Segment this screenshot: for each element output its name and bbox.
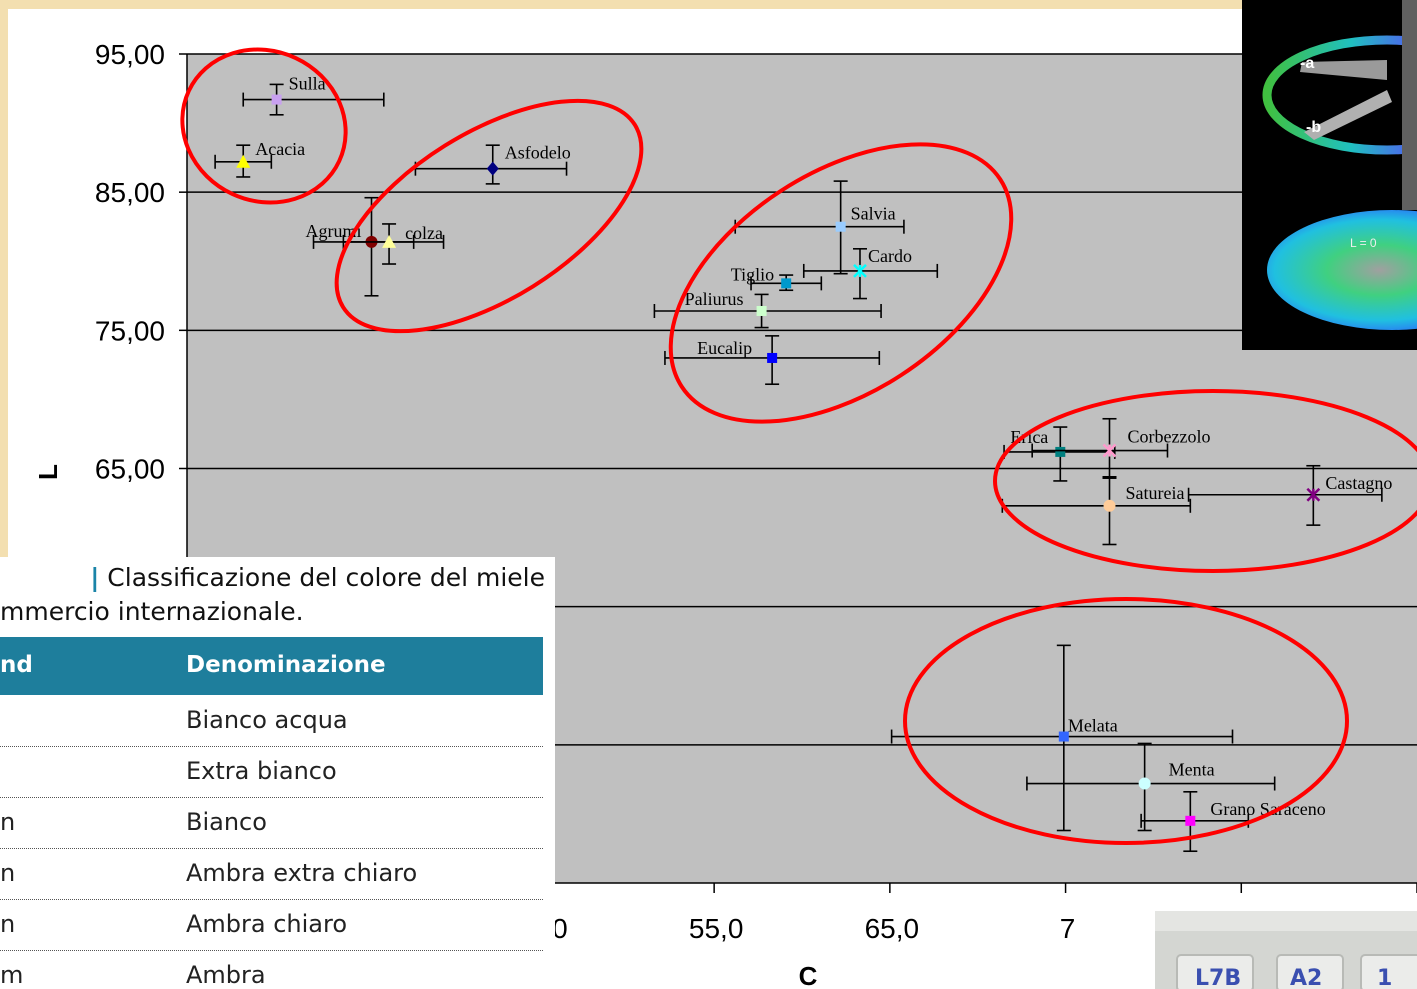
- data-point-paliurus: Paliurus: [653, 289, 882, 329]
- data-point-corbezzolo: Corbezzolo: [1031, 417, 1211, 479]
- point-label: Erica: [1010, 427, 1048, 447]
- point-label: Menta: [1169, 760, 1215, 780]
- axis-label-b: -b: [1306, 119, 1321, 136]
- point-label: Grano Saraceno: [1210, 799, 1325, 819]
- y-axis-label: L: [33, 464, 63, 480]
- point-label: Corbezzolo: [1128, 427, 1211, 447]
- y-tick-label: 75,00: [95, 315, 165, 346]
- data-point-sulla: Sulla: [242, 74, 385, 116]
- data-point-salvia: Salvia: [734, 180, 905, 275]
- table-cell: Bianco acqua: [186, 706, 348, 734]
- color-classification-table: | Classificazione del colore del miele m…: [0, 557, 555, 989]
- data-point-menta: Menta: [1026, 742, 1276, 832]
- lab-color-space-image: -a -b L = 0: [1242, 0, 1417, 350]
- table-cell: m: [0, 961, 24, 989]
- table-title: | Classificazione del colore del miele m…: [0, 561, 545, 629]
- marker: [767, 352, 778, 363]
- marker: [486, 161, 499, 176]
- cluster-ellipse: [903, 597, 1349, 845]
- marker: [1185, 815, 1196, 826]
- table-row: Extra bianco: [0, 746, 543, 798]
- table-cell: Ambra extra chiaro: [186, 859, 418, 887]
- point-label: Agrumi: [306, 221, 362, 241]
- cluster-ellipses: [180, 47, 1417, 845]
- point-label: Tiglio: [731, 264, 774, 284]
- table-cell: n: [0, 910, 16, 938]
- point-label: Acacia: [255, 139, 305, 159]
- data-point-satureia: Satureia: [1001, 475, 1192, 546]
- jar-label: A2: [1290, 966, 1322, 989]
- table-cell: Extra bianco: [186, 757, 337, 785]
- table-cell: n: [0, 808, 16, 836]
- axis-label-a: -a: [1300, 55, 1314, 72]
- table-title-line1: Classificazione del colore del miele: [107, 563, 545, 592]
- marker: [382, 234, 397, 248]
- data-points: Sulla Acacia Asfodelo Agrumi colza Salvia Card…: [214, 74, 1392, 853]
- table-row: n Ambra extra chiaro: [0, 848, 543, 900]
- table-header-col2: Denominazione: [186, 652, 386, 678]
- jar-label: 1: [1377, 966, 1392, 989]
- y-tick-label: 95,00: [95, 39, 165, 70]
- point-label: Satureia: [1126, 483, 1185, 503]
- marker: [1138, 777, 1151, 790]
- point-label: Paliurus: [685, 289, 744, 309]
- table-cell: Ambra chiaro: [186, 910, 348, 938]
- table-title-line2: mmercio internazionale.: [0, 597, 304, 626]
- cluster-ellipse: [180, 47, 348, 205]
- table-row: n Bianco: [0, 797, 543, 849]
- table-row: Bianco acqua: [0, 695, 543, 747]
- x-tick-label: 65,0: [865, 913, 920, 944]
- cluster-ellipse: [334, 98, 644, 334]
- y-tick-label: 65,00: [95, 454, 165, 485]
- point-label: Sulla: [289, 74, 326, 94]
- marker: [1058, 731, 1069, 742]
- table-header: nd Denominazione: [0, 637, 543, 695]
- cluster-ellipse: [668, 142, 1014, 424]
- table-header-col1: nd: [0, 652, 33, 678]
- x-tick-label: 7: [1060, 913, 1076, 944]
- data-point-castagno: Castagno: [1187, 464, 1392, 526]
- table-cell: n: [0, 859, 16, 887]
- point-label: Cardo: [868, 246, 912, 266]
- marker: [781, 278, 792, 289]
- point-label: Melata: [1068, 716, 1118, 736]
- point-label: colza: [405, 223, 443, 243]
- point-label: Eucalip: [697, 338, 752, 358]
- y-axis-ticks: 95,00 85,00 75,00 65,00: [95, 39, 187, 485]
- cluster-ellipse: [993, 389, 1417, 573]
- table-cell: Bianco: [186, 808, 267, 836]
- table-row: m Ambra: [0, 950, 543, 989]
- data-point-tiglio: Tiglio: [731, 264, 823, 292]
- y-tick-label: 85,00: [95, 177, 165, 208]
- marker: [271, 94, 282, 105]
- data-point-colza: colza: [342, 223, 445, 265]
- table-cell: Ambra: [186, 961, 266, 989]
- marker: [835, 221, 846, 232]
- marker: [1103, 499, 1116, 512]
- table-row: n Ambra chiaro: [0, 899, 543, 951]
- jar-label: L7B: [1195, 966, 1241, 989]
- data-point-acacia: Acacia: [214, 139, 305, 178]
- marker: [756, 305, 767, 316]
- point-label: Asfodelo: [505, 143, 571, 163]
- x-tick-label: 55,0: [689, 913, 744, 944]
- x-axis-label: C: [799, 961, 818, 989]
- data-point-melata: Melata: [890, 644, 1234, 832]
- honey-jar-photo: L7B A2 1: [1155, 911, 1417, 989]
- point-label: Salvia: [851, 204, 896, 224]
- marker: [236, 154, 251, 168]
- marker: [1055, 446, 1066, 457]
- data-point-cardo: Cardo: [802, 246, 939, 300]
- point-label: Castagno: [1325, 473, 1392, 493]
- lightness-label: L = 0: [1350, 236, 1377, 250]
- data-point-eucalip: Eucalip: [664, 335, 881, 386]
